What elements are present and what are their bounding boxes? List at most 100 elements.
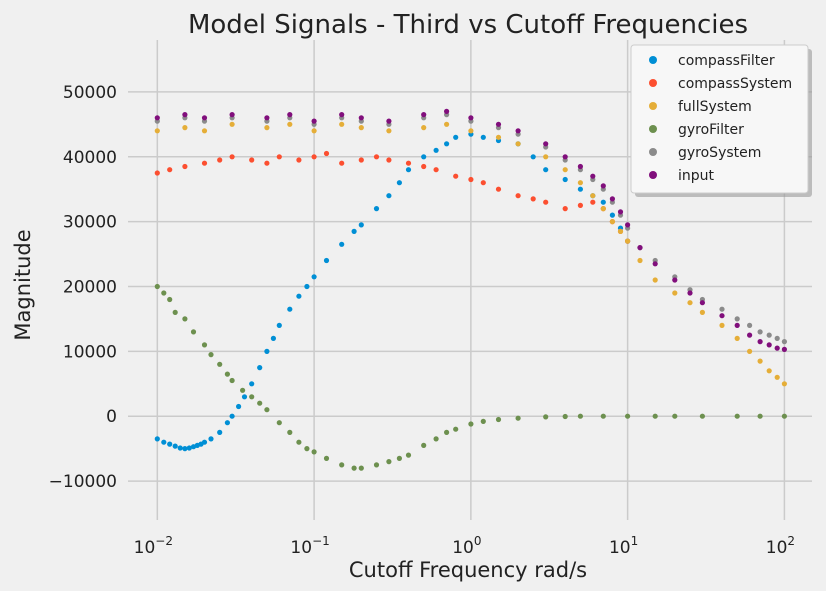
- x-tick-label: 100: [452, 534, 481, 558]
- data-point: [358, 222, 364, 228]
- data-point: [590, 199, 596, 205]
- data-point: [373, 462, 380, 468]
- data-point: [296, 293, 302, 299]
- data-point: [774, 374, 780, 380]
- data-point: [480, 134, 486, 140]
- data-point: [304, 446, 310, 452]
- data-point: [495, 134, 502, 140]
- data-point: [264, 125, 270, 131]
- data-point: [480, 180, 486, 186]
- y-tick-label: 40000: [63, 148, 117, 168]
- x-axis-label: Cutoff Frequency rad/s: [349, 558, 587, 582]
- data-point: [186, 445, 192, 451]
- x-tick-base: 10: [134, 538, 156, 558]
- data-point: [405, 452, 412, 458]
- data-point: [747, 332, 753, 338]
- tick-labels: 10−2 10−1 100 101 102−1000001000020000300004…: [49, 83, 795, 558]
- data-point: [311, 128, 317, 134]
- data-point: [637, 245, 643, 251]
- data-point: [257, 400, 263, 406]
- legend-label: gyroFilter: [678, 122, 744, 138]
- data-point: [515, 128, 521, 134]
- data-point: [562, 206, 568, 212]
- legend-marker: [649, 171, 657, 179]
- data-point: [468, 115, 474, 121]
- data-point: [311, 449, 317, 455]
- data-point: [276, 420, 282, 426]
- data-point: [182, 446, 188, 452]
- data-point: [421, 442, 427, 448]
- data-point: [562, 176, 568, 183]
- data-point: [421, 154, 427, 160]
- data-point: [190, 329, 197, 335]
- data-point: [182, 125, 188, 131]
- data-point: [781, 339, 788, 345]
- data-point: [358, 125, 364, 131]
- data-point: [774, 345, 780, 351]
- y-axis-label: Magnitude: [11, 229, 35, 340]
- data-point: [323, 150, 330, 157]
- data-point: [781, 381, 788, 387]
- data-point: [625, 222, 631, 228]
- y-tick-label: 0: [106, 407, 117, 427]
- data-point: [652, 277, 658, 283]
- series-fullSystem: [154, 121, 788, 387]
- data-point: [699, 309, 706, 315]
- data-point: [543, 414, 549, 420]
- data-point: [530, 154, 536, 160]
- series-gyroFilter: [154, 283, 788, 471]
- data-point: [339, 462, 345, 468]
- data-point: [276, 322, 282, 328]
- data-point: [734, 322, 740, 328]
- data-point: [405, 160, 412, 166]
- data-point: [167, 296, 173, 303]
- data-point: [229, 154, 235, 160]
- data-point: [311, 154, 317, 160]
- data-point: [421, 163, 427, 170]
- data-point: [433, 436, 439, 442]
- data-point: [396, 455, 402, 461]
- data-point: [224, 420, 230, 426]
- x-tick-base: 10: [290, 538, 312, 558]
- x-tick-base: 10: [452, 538, 474, 558]
- data-point: [672, 277, 678, 283]
- data-points: [154, 108, 788, 471]
- data-point: [339, 160, 345, 166]
- data-point: [699, 413, 706, 419]
- data-point: [687, 290, 693, 296]
- data-point: [217, 429, 223, 435]
- data-point: [386, 128, 392, 134]
- legend-label: compassSystem: [678, 76, 792, 92]
- x-tick-base: 10: [766, 538, 788, 558]
- data-point: [264, 407, 270, 413]
- data-point: [182, 112, 188, 118]
- data-point: [562, 413, 568, 420]
- data-point: [287, 429, 293, 435]
- data-point: [617, 228, 624, 234]
- data-point: [217, 361, 223, 367]
- data-point: [323, 257, 330, 264]
- data-point: [600, 199, 606, 205]
- data-point: [311, 118, 317, 124]
- x-tick-label: 10−1: [290, 534, 329, 558]
- data-point: [296, 157, 302, 163]
- data-point: [339, 112, 345, 118]
- data-point: [358, 465, 364, 471]
- data-point: [405, 167, 412, 173]
- data-point: [201, 160, 208, 166]
- data-point: [719, 313, 725, 319]
- x-tick-exponent: 0: [474, 534, 482, 548]
- data-point: [652, 261, 658, 267]
- data-point: [453, 134, 459, 140]
- data-point: [515, 415, 521, 421]
- data-point: [161, 439, 167, 445]
- legend-label: gyroSystem: [678, 145, 761, 161]
- data-point: [766, 332, 772, 338]
- data-point: [201, 342, 208, 348]
- data-point: [358, 157, 364, 163]
- data-point: [201, 115, 208, 121]
- data-point: [161, 290, 167, 296]
- data-point: [515, 193, 521, 199]
- data-point: [543, 154, 549, 160]
- data-point: [577, 186, 584, 192]
